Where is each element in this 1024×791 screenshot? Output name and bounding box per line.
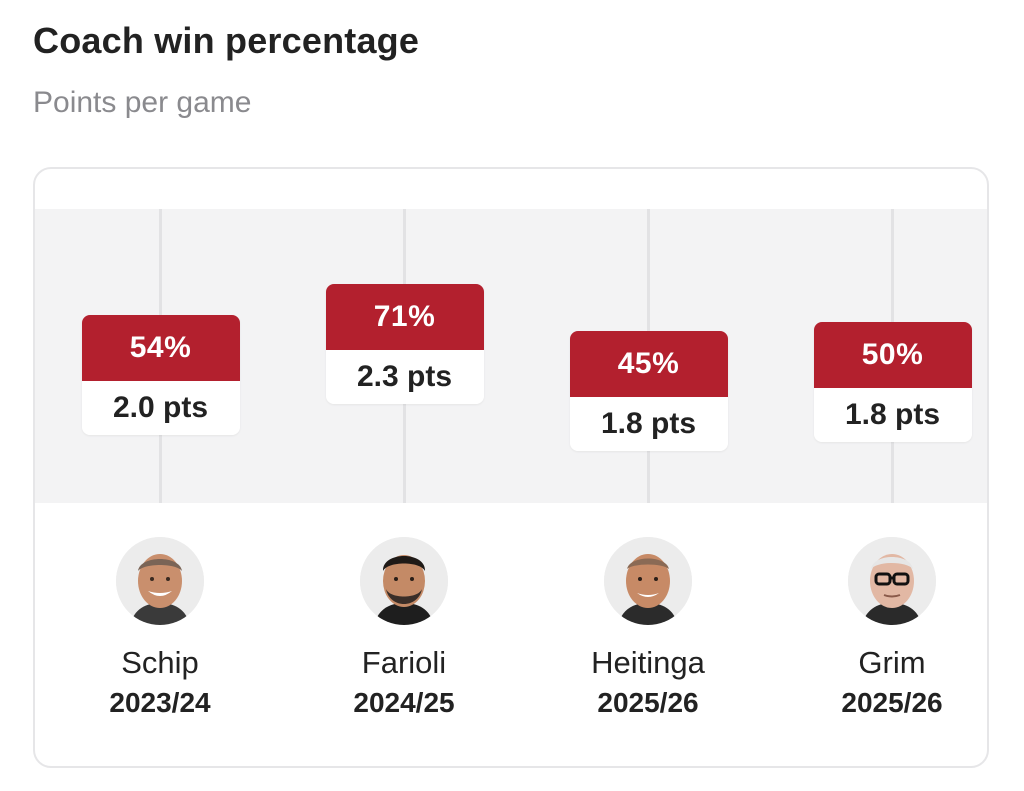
win-percentage-label: 54% (81, 314, 240, 381)
points-per-game-label: 2.0 pts (81, 380, 240, 435)
page-subtitle: Points per game (33, 86, 252, 119)
coach-chart-card: 54% 2.0 pts 71% 2.3 pts 45% 1.8 pts 50% … (33, 167, 989, 768)
win-percentage-label: 50% (813, 322, 972, 389)
data-marker-heitinga[interactable]: 45% 1.8 pts (569, 331, 728, 452)
data-marker-grim[interactable]: 50% 1.8 pts (813, 322, 972, 443)
coach-season: 2023/24 (109, 687, 211, 718)
data-marker-schip[interactable]: 54% 2.0 pts (81, 314, 240, 435)
points-per-game-label: 2.3 pts (325, 349, 484, 404)
coach-season: 2024/25 (353, 687, 455, 718)
coach-schip-avatar (116, 537, 204, 625)
coach-heitinga-avatar (604, 537, 692, 625)
coach-item-farioli[interactable]: Farioli 2024/25 (304, 537, 504, 719)
coach-name: Heitinga (591, 645, 705, 680)
coach-grim-avatar (848, 537, 936, 625)
coach-season: 2025/26 (597, 687, 699, 718)
points-per-game-label: 1.8 pts (813, 388, 972, 443)
points-per-game-label: 1.8 pts (569, 397, 728, 452)
coach-season: 2025/26 (841, 687, 943, 718)
page-title: Coach win percentage (33, 20, 420, 61)
data-marker-farioli[interactable]: 71% 2.3 pts (325, 283, 484, 404)
coach-item-heitinga[interactable]: Heitinga 2025/26 (548, 537, 748, 719)
chart-plot-area: 54% 2.0 pts 71% 2.3 pts 45% 1.8 pts 50% … (35, 209, 987, 503)
win-percentage-label: 71% (325, 283, 484, 350)
coach-item-grim[interactable]: Grim 2025/26 (792, 537, 987, 719)
coach-name: Grim (858, 645, 926, 680)
coach-name: Farioli (361, 645, 447, 680)
coach-item-schip[interactable]: Schip 2023/24 (60, 537, 260, 719)
coach-farioli-avatar (360, 537, 448, 625)
win-percentage-label: 45% (569, 331, 728, 398)
coach-name: Schip (121, 645, 199, 680)
